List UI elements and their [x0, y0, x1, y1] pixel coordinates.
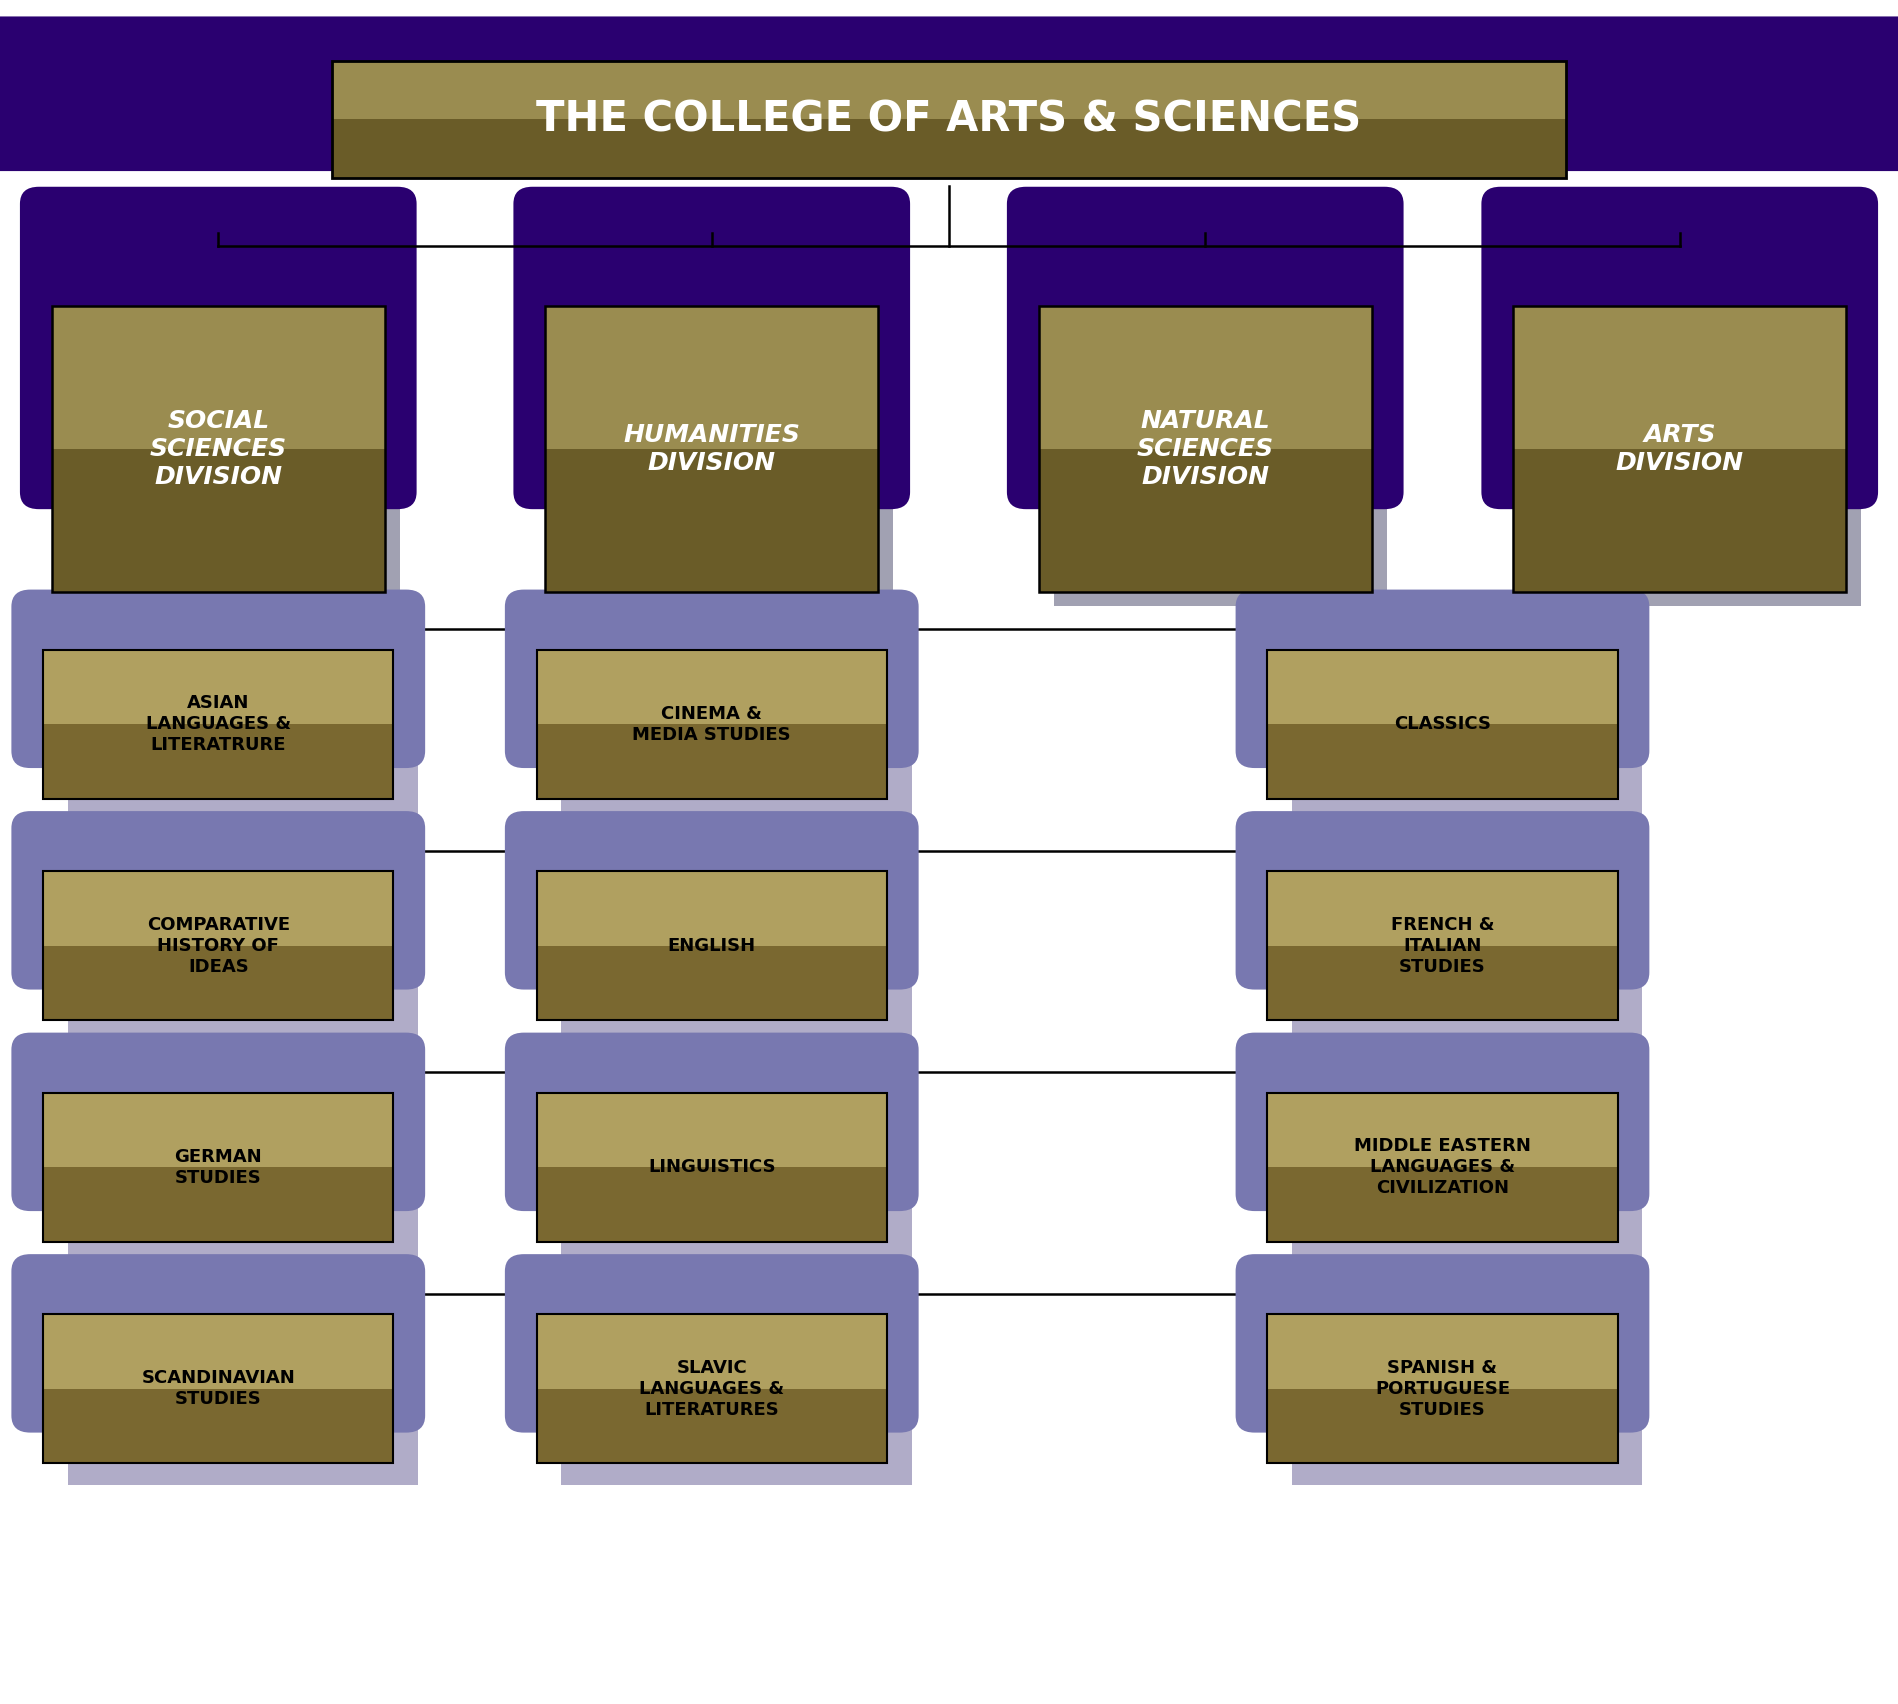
FancyBboxPatch shape	[1480, 187, 1877, 509]
FancyBboxPatch shape	[537, 1314, 886, 1389]
FancyBboxPatch shape	[1038, 450, 1372, 593]
Text: SOCIAL
SCIENCES
DIVISION: SOCIAL SCIENCES DIVISION	[150, 409, 287, 489]
FancyBboxPatch shape	[1268, 1389, 1617, 1464]
FancyBboxPatch shape	[1268, 946, 1617, 1021]
FancyBboxPatch shape	[66, 320, 400, 607]
FancyBboxPatch shape	[560, 320, 894, 607]
FancyBboxPatch shape	[505, 590, 919, 769]
FancyBboxPatch shape	[1268, 1167, 1617, 1242]
FancyBboxPatch shape	[51, 450, 385, 593]
FancyBboxPatch shape	[44, 871, 393, 946]
FancyBboxPatch shape	[537, 649, 886, 724]
Text: CINEMA &
MEDIA STUDIES: CINEMA & MEDIA STUDIES	[632, 705, 791, 743]
FancyBboxPatch shape	[44, 1167, 393, 1242]
Text: THE COLLEGE OF ARTS & SCIENCES: THE COLLEGE OF ARTS & SCIENCES	[537, 99, 1361, 140]
FancyBboxPatch shape	[68, 1336, 418, 1486]
FancyBboxPatch shape	[68, 893, 418, 1043]
FancyBboxPatch shape	[537, 724, 886, 799]
FancyBboxPatch shape	[1236, 811, 1649, 990]
Text: ARTS
DIVISION: ARTS DIVISION	[1615, 423, 1744, 475]
FancyBboxPatch shape	[1038, 307, 1372, 450]
FancyBboxPatch shape	[537, 1092, 886, 1167]
FancyBboxPatch shape	[562, 1336, 911, 1486]
FancyBboxPatch shape	[21, 187, 416, 509]
FancyBboxPatch shape	[11, 590, 425, 769]
FancyBboxPatch shape	[545, 307, 879, 450]
FancyBboxPatch shape	[1268, 724, 1617, 799]
FancyBboxPatch shape	[512, 187, 909, 509]
Text: LINGUISTICS: LINGUISTICS	[647, 1159, 776, 1176]
Text: COMPARATIVE
HISTORY OF
IDEAS: COMPARATIVE HISTORY OF IDEAS	[146, 917, 290, 975]
FancyBboxPatch shape	[505, 811, 919, 990]
Text: ENGLISH: ENGLISH	[668, 937, 755, 954]
FancyBboxPatch shape	[68, 1114, 418, 1264]
Text: ASIAN
LANGUAGES &
LITERATRURE: ASIAN LANGUAGES & LITERATRURE	[146, 695, 290, 753]
FancyBboxPatch shape	[1293, 1114, 1642, 1264]
FancyBboxPatch shape	[44, 946, 393, 1021]
FancyBboxPatch shape	[1513, 450, 1847, 593]
FancyBboxPatch shape	[1053, 320, 1387, 607]
Text: HUMANITIES
DIVISION: HUMANITIES DIVISION	[623, 423, 801, 475]
FancyBboxPatch shape	[537, 1167, 886, 1242]
FancyBboxPatch shape	[1236, 1254, 1649, 1433]
FancyBboxPatch shape	[1293, 893, 1642, 1043]
FancyBboxPatch shape	[1268, 1092, 1617, 1167]
FancyBboxPatch shape	[1513, 307, 1847, 450]
FancyBboxPatch shape	[0, 17, 1898, 170]
Text: SCANDINAVIAN
STUDIES: SCANDINAVIAN STUDIES	[140, 1370, 296, 1408]
FancyBboxPatch shape	[1268, 871, 1617, 946]
FancyBboxPatch shape	[68, 671, 418, 821]
FancyBboxPatch shape	[44, 1314, 393, 1389]
FancyBboxPatch shape	[562, 893, 911, 1043]
FancyBboxPatch shape	[545, 450, 879, 593]
FancyBboxPatch shape	[44, 649, 393, 724]
FancyBboxPatch shape	[1006, 187, 1403, 509]
FancyBboxPatch shape	[11, 1254, 425, 1433]
FancyBboxPatch shape	[1268, 649, 1617, 724]
FancyBboxPatch shape	[1293, 671, 1642, 821]
FancyBboxPatch shape	[44, 724, 393, 799]
Text: CLASSICS: CLASSICS	[1393, 716, 1492, 733]
FancyBboxPatch shape	[44, 1092, 393, 1167]
FancyBboxPatch shape	[11, 1033, 425, 1212]
FancyBboxPatch shape	[562, 1114, 911, 1264]
Text: GERMAN
STUDIES: GERMAN STUDIES	[175, 1148, 262, 1186]
FancyBboxPatch shape	[505, 1254, 919, 1433]
FancyBboxPatch shape	[11, 811, 425, 990]
FancyBboxPatch shape	[44, 1389, 393, 1464]
FancyBboxPatch shape	[1236, 1033, 1649, 1212]
FancyBboxPatch shape	[537, 871, 886, 946]
Text: MIDDLE EASTERN
LANGUAGES &
CIVILIZATION: MIDDLE EASTERN LANGUAGES & CIVILIZATION	[1353, 1138, 1532, 1196]
FancyBboxPatch shape	[1268, 1314, 1617, 1389]
Text: SPANISH &
PORTUGUESE
STUDIES: SPANISH & PORTUGUESE STUDIES	[1374, 1360, 1511, 1418]
FancyBboxPatch shape	[537, 946, 886, 1021]
FancyBboxPatch shape	[332, 119, 1566, 177]
FancyBboxPatch shape	[51, 307, 385, 450]
FancyBboxPatch shape	[1528, 320, 1862, 607]
FancyBboxPatch shape	[537, 1389, 886, 1464]
Text: FRENCH &
ITALIAN
STUDIES: FRENCH & ITALIAN STUDIES	[1391, 917, 1494, 975]
Text: NATURAL
SCIENCES
DIVISION: NATURAL SCIENCES DIVISION	[1137, 409, 1274, 489]
FancyBboxPatch shape	[1293, 1336, 1642, 1486]
FancyBboxPatch shape	[1236, 590, 1649, 769]
FancyBboxPatch shape	[332, 61, 1566, 119]
FancyBboxPatch shape	[562, 671, 911, 821]
Text: SLAVIC
LANGUAGES &
LITERATURES: SLAVIC LANGUAGES & LITERATURES	[640, 1360, 784, 1418]
FancyBboxPatch shape	[505, 1033, 919, 1212]
